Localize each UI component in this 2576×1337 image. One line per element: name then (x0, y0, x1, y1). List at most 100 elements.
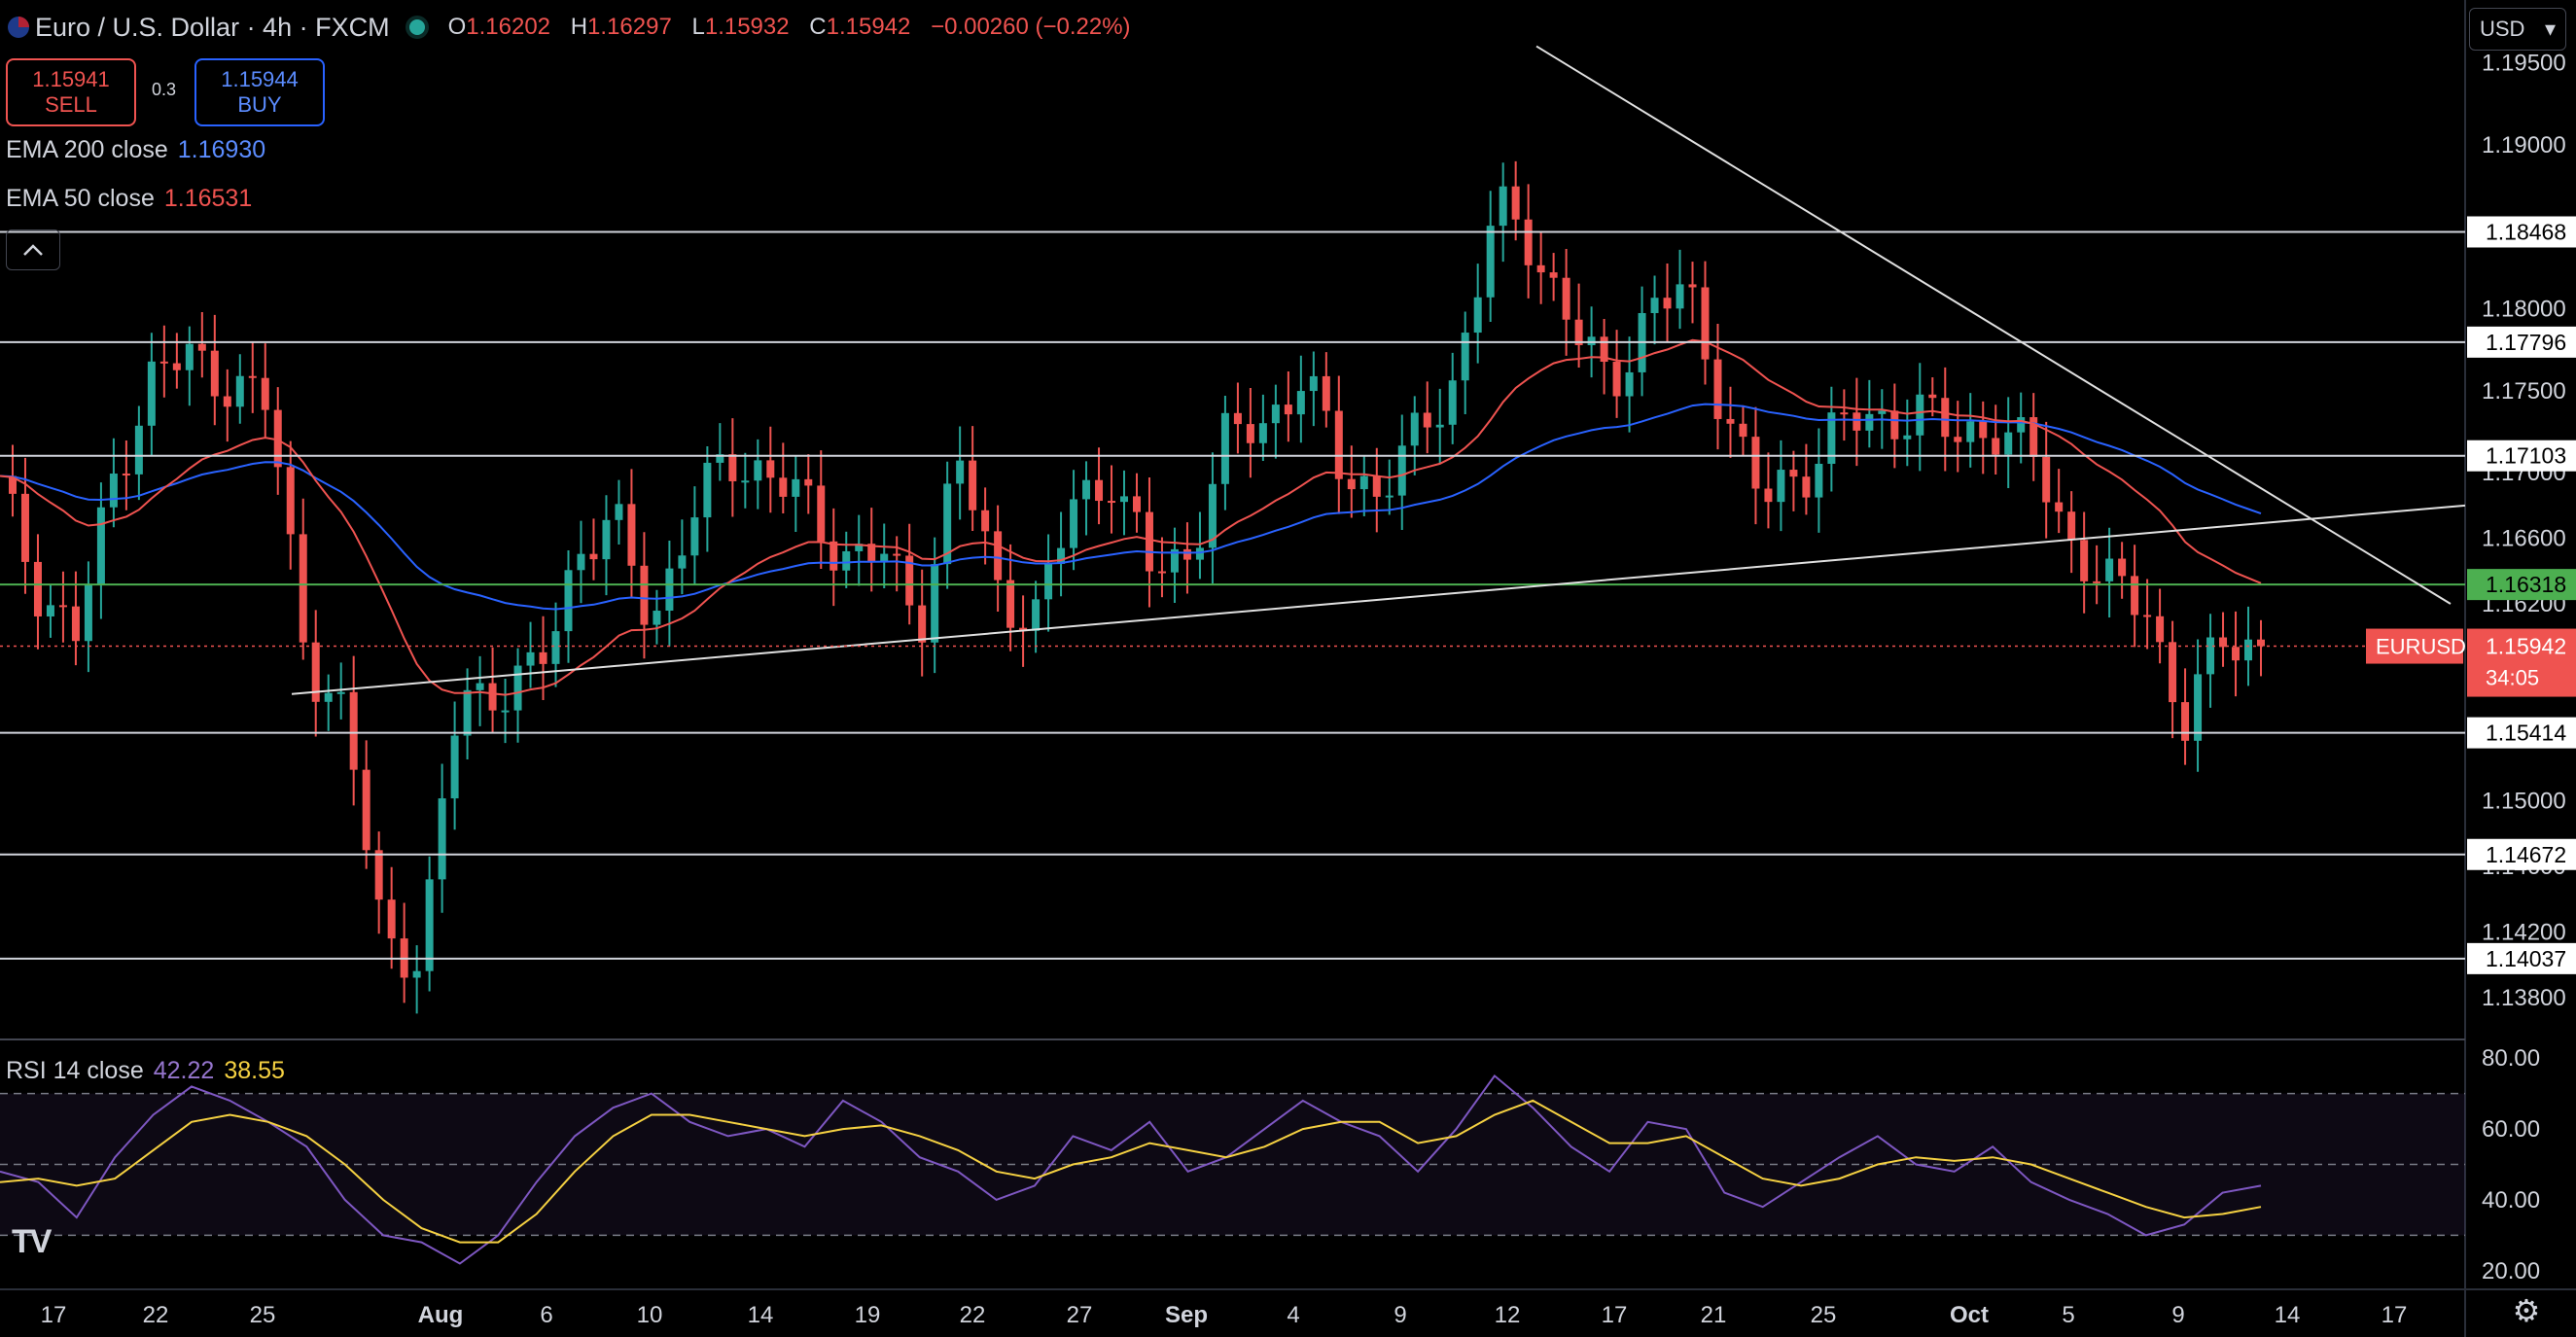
high-label: H (570, 14, 588, 40)
candle-body (1347, 478, 1356, 490)
rsi-ma-value: 38.55 (224, 1057, 285, 1084)
candle-body (1574, 319, 1583, 346)
candle-body (8, 475, 17, 494)
candle-body (134, 425, 143, 475)
candle-body (374, 850, 383, 900)
candle-body (1271, 405, 1280, 424)
spread-value: 0.3 (152, 80, 177, 99)
candle-body (665, 568, 674, 612)
candle-body (1334, 410, 1343, 479)
candle-body (1536, 264, 1545, 273)
candle-body (829, 541, 838, 571)
candle-body (1145, 511, 1153, 572)
candle-body (1777, 470, 1785, 503)
ascending-trendline (291, 504, 2466, 695)
candle-body (589, 553, 598, 560)
symbol-title[interactable]: Euro / U.S. Dollar · 4h · FXCM (35, 12, 390, 42)
candle-body (2055, 502, 2064, 512)
candle-body (526, 651, 535, 666)
candle-body (754, 460, 762, 481)
candle-body (1688, 284, 1697, 288)
chevron-up-icon[interactable] (6, 229, 60, 270)
candle-body (615, 504, 623, 520)
candle-body (1511, 186, 1520, 220)
candle-body (324, 692, 333, 702)
candle-body (1057, 547, 1066, 564)
sell-button[interactable]: 1.15941 SELL (6, 58, 136, 126)
candle-body (2042, 456, 2051, 503)
candle-body (438, 798, 446, 880)
candle-body (1941, 398, 1950, 438)
candle-body (96, 507, 105, 585)
buy-button[interactable]: 1.15944 BUY (194, 58, 325, 126)
candle-body (905, 555, 914, 606)
candle-body (1423, 412, 1431, 428)
candle-body (1650, 298, 1659, 313)
candle-body (1815, 463, 1823, 498)
candle-body (956, 460, 965, 484)
candle-body (741, 480, 750, 483)
candle-body (1019, 627, 1028, 631)
candle-body (71, 606, 80, 642)
candle-body (880, 553, 889, 563)
candle-body (551, 631, 560, 664)
level-price-label: 1.17796 (2486, 330, 2566, 355)
candle-body (1726, 418, 1735, 424)
candle-body (476, 683, 484, 690)
currency-selector[interactable]: USD ▾ (2469, 8, 2566, 51)
candle-body (311, 642, 320, 702)
ema200-label: EMA 200 close (6, 136, 168, 163)
candle-body (602, 519, 611, 560)
candle-body (1032, 599, 1041, 631)
ema200-legend[interactable]: EMA 200 close 1.16930 (6, 136, 265, 164)
candle-body (84, 584, 92, 642)
candle-body (336, 691, 345, 694)
current-price-label: 1.15942 (2486, 634, 2566, 659)
candle-body (1082, 479, 1091, 500)
price-tick-label: 1.19500 (2482, 50, 2566, 76)
rsi-label: RSI 14 close (6, 1057, 144, 1084)
candle-body (1928, 394, 1937, 399)
rsi-value: 42.22 (153, 1057, 215, 1084)
candle-body (1739, 423, 1747, 438)
time-tick-label: 14 (748, 1302, 774, 1328)
candle-body (286, 467, 295, 535)
level-price-label: 1.14672 (2486, 842, 2566, 867)
level-price-label: 1.18468 (2486, 219, 2566, 244)
candle-body (577, 553, 585, 571)
time-tick-label: 25 (250, 1302, 276, 1328)
candle-body (1296, 391, 1305, 415)
candle-body (1840, 412, 1849, 415)
candle-body (463, 689, 472, 736)
time-tick-label: 9 (2171, 1302, 2184, 1328)
candle-body (867, 544, 876, 563)
candle-body (1461, 333, 1469, 381)
market-status-icon (408, 19, 425, 35)
candle-body (223, 396, 231, 407)
candle-body (2067, 511, 2076, 541)
rsi-legend[interactable]: RSI 14 close 42.22 38.55 (6, 1057, 285, 1085)
candle-body (1701, 287, 1710, 360)
buy-label: BUY (237, 92, 282, 117)
candle-body (1044, 563, 1053, 600)
candle-body (893, 553, 901, 556)
level-price-label: 1.17103 (2486, 443, 2566, 469)
time-tick-label: 22 (143, 1302, 169, 1328)
candle-body (1663, 298, 1672, 309)
change-value: −0.00260 (−0.22%) (931, 14, 1131, 40)
ema50-legend[interactable]: EMA 50 close 1.16531 (6, 185, 252, 213)
candle-body (1751, 437, 1760, 489)
candle-body (1309, 375, 1318, 392)
gear-icon[interactable]: ⚙ (2512, 1293, 2541, 1328)
level-price-tag (2467, 942, 2576, 974)
candle-body (817, 485, 826, 542)
ema50-line (0, 338, 2262, 696)
price-tick-label: 1.15000 (2482, 788, 2566, 814)
candle-body (2156, 616, 2165, 643)
close-value: 1.15942 (826, 14, 911, 40)
price-tick-label: 1.18000 (2482, 296, 2566, 322)
candle-body (1499, 186, 1507, 227)
time-tick-label: 25 (1811, 1302, 1837, 1328)
descending-trendline (1535, 45, 2452, 605)
